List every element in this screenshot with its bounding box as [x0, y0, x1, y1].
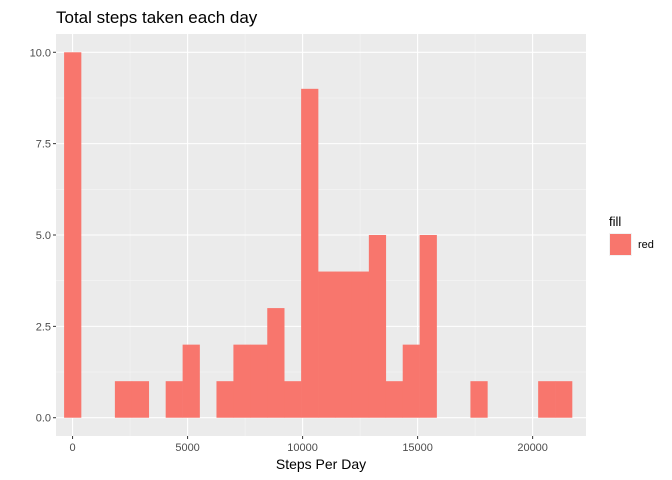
histogram-bar	[385, 381, 404, 418]
histogram-bar	[419, 235, 437, 418]
y-tick-label: 7.5	[36, 139, 51, 151]
histogram-bar	[233, 344, 251, 418]
histogram-bar	[368, 235, 387, 418]
histogram-bar	[301, 88, 319, 418]
y-tick-label: 0.0	[36, 413, 51, 425]
y-axis-ticks: 0.0 2.5 5.0 7.5 10.0	[30, 47, 56, 425]
histogram-bar	[470, 381, 488, 418]
histogram-bar	[334, 271, 353, 418]
x-tick-label: 15000	[402, 442, 433, 454]
histogram-bar	[250, 344, 268, 418]
y-tick-label: 10.0	[30, 47, 51, 59]
y-tick-label: 2.5	[36, 321, 51, 333]
histogram-bar	[284, 381, 302, 418]
chart-title: Total steps taken each day	[56, 8, 258, 27]
legend: fill red	[609, 214, 654, 256]
histogram-bar	[351, 271, 370, 418]
x-tick-label: 0	[70, 442, 76, 454]
histogram-bar	[165, 381, 183, 418]
histogram-bar	[64, 52, 82, 418]
histogram-bars	[64, 52, 573, 418]
legend-title: fill	[609, 214, 621, 229]
histogram-bar	[555, 381, 573, 418]
legend-key-red	[610, 234, 631, 255]
x-tick-label: 10000	[287, 442, 318, 454]
legend-label-red: red	[638, 239, 654, 251]
x-axis-title: Steps Per Day	[276, 456, 366, 472]
histogram-bar	[318, 271, 336, 418]
histogram-bar	[114, 381, 133, 418]
histogram-bar	[538, 381, 556, 418]
histogram-bar	[267, 308, 285, 418]
histogram-bar	[402, 344, 420, 418]
x-tick-label: 5000	[175, 442, 199, 454]
histogram-bar	[216, 381, 234, 418]
histogram-bar	[131, 381, 150, 418]
x-tick-label: 20000	[517, 442, 548, 454]
histogram-bar	[182, 344, 200, 418]
x-axis-ticks: 0 5000 10000 15000 20000	[70, 436, 548, 454]
y-tick-label: 5.0	[36, 230, 51, 242]
